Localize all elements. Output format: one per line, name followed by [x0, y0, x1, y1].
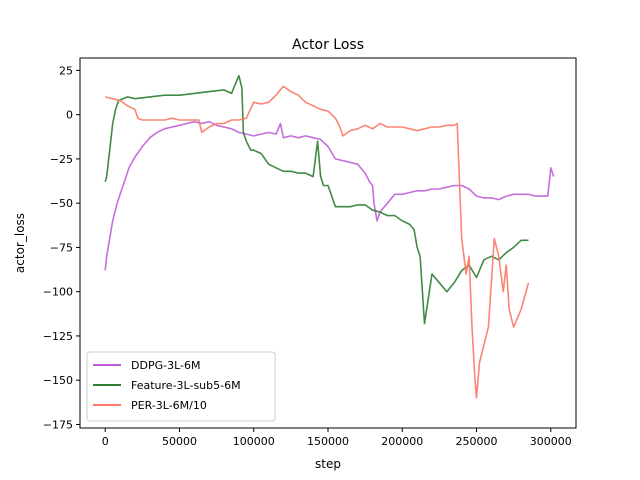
y-tick-label: −125	[43, 330, 73, 343]
y-tick-label: −25	[50, 153, 73, 166]
y-tick-label: −150	[43, 374, 73, 387]
x-tick-label: 300000	[530, 435, 572, 448]
y-tick-label: 25	[59, 64, 73, 77]
series-layer	[104, 74, 555, 399]
y-tick-label: 0	[66, 109, 73, 122]
series-line-feature-3l-sub5-6m	[104, 74, 529, 325]
legend-label: DDPG-3L-6M	[131, 359, 200, 372]
legend: DDPG-3L-6M Feature-3L-sub5-6M PER-3L-6M/10	[86, 351, 276, 422]
y-tick-label: −100	[43, 286, 73, 299]
y-tick-label: −75	[50, 241, 73, 254]
x-tick-label: 150000	[307, 435, 349, 448]
series-line-per-3l-6m-10	[105, 85, 530, 399]
legend-label: Feature-3L-sub5-6M	[131, 379, 241, 392]
x-tick-label: 0	[102, 435, 109, 448]
x-axis-label: step	[315, 457, 341, 471]
x-axis-ticks: 0 50000 100000 150000 200000 250000 300000	[102, 428, 572, 448]
y-axis-ticks: 25 0 −25 −50 −75 −100 −125 −150 −175	[43, 64, 80, 431]
y-axis-label: actor_loss	[13, 213, 27, 273]
plot-area	[79, 57, 577, 429]
x-tick-label: 250000	[456, 435, 498, 448]
legend-box	[86, 351, 276, 422]
y-tick-label: −175	[43, 418, 73, 431]
chart-title: Actor Loss	[292, 37, 364, 53]
x-tick-label: 200000	[381, 435, 423, 448]
y-tick-label: −50	[50, 197, 73, 210]
legend-label: PER-3L-6M/10	[131, 399, 207, 412]
series-line-ddpg-3l-6m	[104, 120, 555, 271]
x-tick-label: 100000	[233, 435, 275, 448]
x-tick-label: 50000	[162, 435, 197, 448]
